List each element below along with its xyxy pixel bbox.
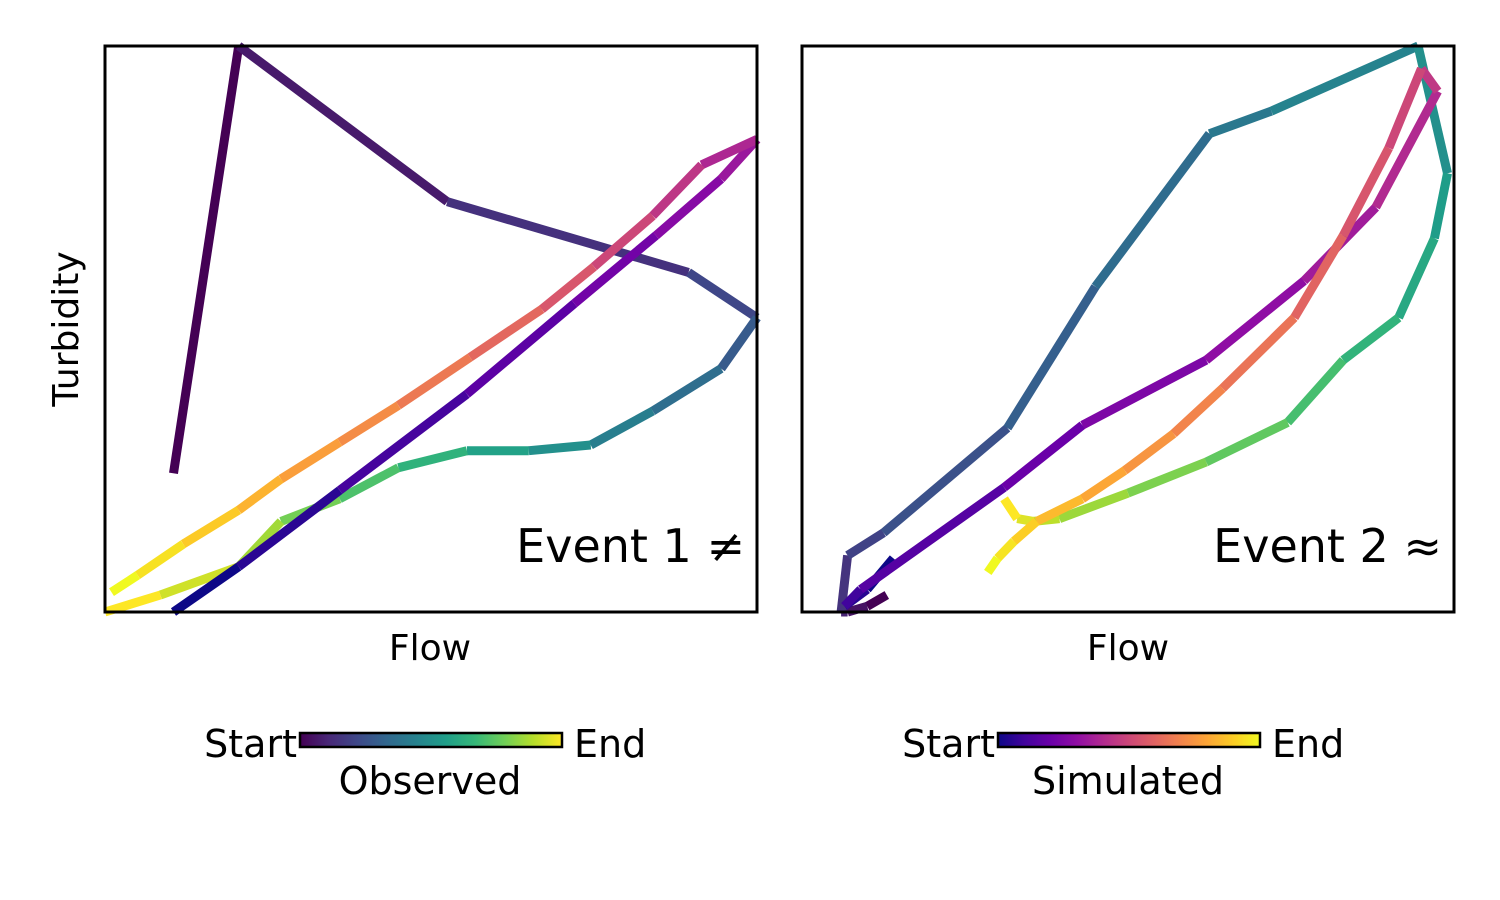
line-segment-left-plasma-7 [699, 135, 759, 169]
line-segment-right-plasma-5 [1080, 356, 1209, 430]
line-segment-left-plasma-5 [652, 175, 725, 239]
line-segment-right-plasma-16 [1079, 466, 1128, 503]
line-segment-left-viridis-10 [337, 463, 401, 503]
colorbar-simulated-end-label: End [1272, 722, 1344, 766]
line-segment-right-plasma-3 [858, 483, 1007, 594]
event-annotation-left: Event 1 ≠ [516, 519, 745, 573]
plot-frame-left [103, 44, 759, 614]
line-segment-right-viridis-6 [1003, 284, 1100, 431]
x-axis-label-right: Flow [1087, 628, 1169, 669]
x-axis-label-left: Flow [389, 628, 471, 669]
colorbar-simulated-start-label: Start [902, 722, 995, 766]
line-segment-left-plasma-15 [236, 475, 284, 514]
line-segment-left-viridis-14 [103, 590, 162, 617]
line-segment-left-viridis-1 [236, 42, 450, 206]
line-segment-left-plasma-0 [170, 563, 242, 616]
colorbar-observed-title: Observed [339, 759, 522, 803]
panel-left: Flow Turbidity Event 1 ≠ [46, 42, 761, 669]
line-segment-right-viridis-17 [1057, 488, 1130, 523]
line-segment-left-plasma-8 [649, 161, 705, 219]
colorbar-observed: Start End Observed [204, 722, 646, 803]
line-segment-right-viridis-11 [1429, 172, 1452, 240]
line-segment-right-plasma-13 [1219, 314, 1298, 392]
line-segment-right-plasma-4 [1001, 421, 1086, 492]
line-segment-right-plasma-18 [1010, 518, 1040, 545]
line-segment-right-plasma-6 [1203, 277, 1307, 364]
y-axis-label: Turbidity [46, 251, 87, 407]
line-segment-right-plasma-10 [1384, 66, 1426, 150]
line-segment-left-plasma-1 [235, 486, 343, 571]
line-segment-left-plasma-18 [109, 571, 141, 596]
line-segment-left-plasma-12 [395, 353, 473, 410]
line-segment-right-viridis-7 [1091, 131, 1214, 290]
line-segment-right-plasma-15 [1121, 430, 1177, 475]
colorbar-simulated-gradient [996, 731, 1262, 749]
plot-frame-right [800, 44, 1456, 614]
line-segment-right-plasma-20 [984, 555, 1002, 575]
line-segment-right-viridis-9 [1269, 41, 1420, 116]
colorbar-simulated-title: Simulated [1032, 759, 1224, 803]
line-segment-left-viridis-7 [528, 440, 592, 456]
event-annotation-right: Event 2 ≈ [1213, 519, 1442, 573]
series-group-left [103, 42, 761, 617]
line-segment-right-viridis-12 [1394, 236, 1439, 320]
line-segment-right-plasma-12 [1290, 233, 1348, 321]
line-segment-right-plasma-14 [1170, 385, 1226, 438]
colorbar-observed-gradient [298, 731, 564, 749]
line-segment-left-viridis-2 [446, 197, 690, 277]
colorbar-observed-end-label: End [574, 722, 646, 766]
line-segment-left-plasma-2 [336, 390, 470, 494]
line-segment-left-viridis-4 [717, 315, 761, 372]
line-segment-left-plasma-14 [278, 438, 343, 483]
colorbar-simulated: Start End Simulated [902, 722, 1344, 803]
line-segment-left-plasma-9 [591, 212, 656, 271]
panel-right: Flow Event 2 ≈ [800, 41, 1456, 669]
line-segment-left-plasma-10 [538, 263, 597, 313]
line-segment-left-viridis-6 [588, 407, 655, 449]
line-segment-right-viridis-20 [1000, 496, 1021, 522]
line-segment-left-viridis-5 [650, 364, 724, 415]
line-segment-left-plasma-13 [337, 401, 401, 447]
line-segment-right-viridis-5 [880, 424, 1011, 537]
line-segment-right-viridis-8 [1207, 106, 1273, 138]
line-segment-left-plasma-16 [180, 506, 242, 548]
line-segment-left-viridis-9 [397, 446, 468, 473]
line-segment-right-viridis-14 [1284, 357, 1347, 426]
colorbar-observed-start-label: Start [204, 722, 297, 766]
line-segment-left-plasma-4 [571, 232, 659, 307]
line-segment-right-viridis-13 [1340, 314, 1402, 364]
line-segment-right-viridis-16 [1126, 457, 1208, 498]
line-segment-left-viridis-0 [169, 45, 244, 474]
line-segment-right-viridis-0 [864, 591, 890, 611]
line-segment-right-plasma-8 [1371, 89, 1442, 210]
line-segment-left-plasma-17 [135, 540, 186, 579]
line-segment-right-viridis-15 [1204, 418, 1290, 467]
line-segment-left-plasma-11 [467, 305, 545, 362]
line-segment-right-plasma-2 [841, 586, 864, 610]
line-segment-right-plasma-19 [994, 538, 1018, 562]
line-segment-right-plasma-11 [1339, 145, 1393, 238]
line-segment-left-plasma-3 [464, 300, 578, 398]
series-group-right [836, 41, 1452, 617]
line-segment-left-viridis-3 [686, 268, 760, 322]
line-segment-right-plasma-17 [1034, 494, 1085, 526]
line-segment-right-viridis-4 [845, 528, 886, 560]
